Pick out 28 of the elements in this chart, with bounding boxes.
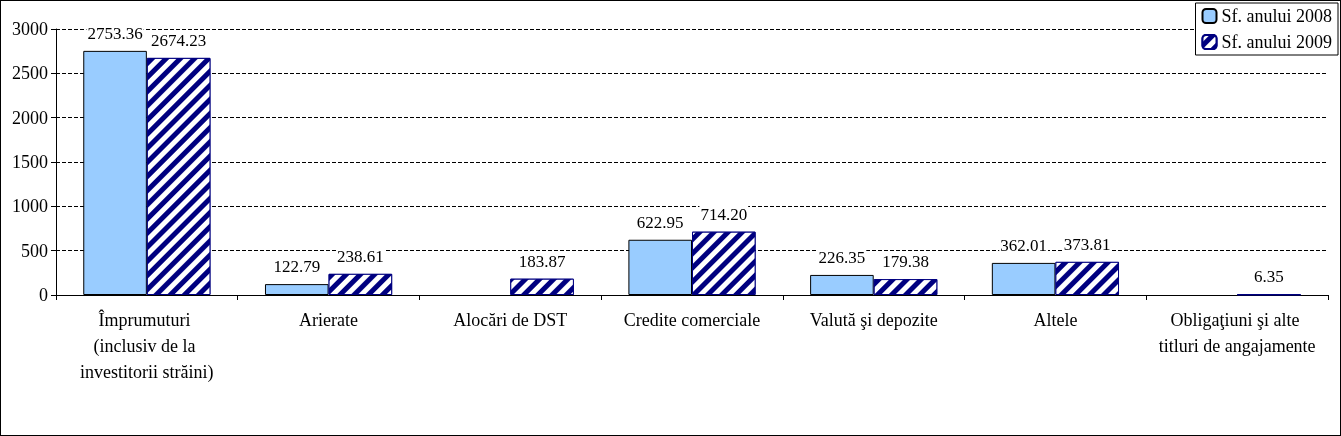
- data-label: 6.35: [1254, 267, 1284, 287]
- x-tick-label: Împrumuturi (inclusiv de la investitorii străini): [80, 309, 214, 383]
- legend-label: Sf. anului 2008: [1221, 6, 1332, 26]
- data-label: 226.35: [818, 247, 866, 267]
- x-tick-label: Credite comerciale: [623, 310, 761, 330]
- data-label: 122.79: [273, 257, 321, 277]
- data-label: 362.01: [1000, 235, 1047, 255]
- x-tick-label: Altele: [1033, 310, 1078, 330]
- data-label: 183.87: [518, 251, 566, 271]
- y-tick-label: 2500: [12, 63, 48, 84]
- legend-label: Sf. anului 2009: [1221, 32, 1332, 52]
- data-label: 2674.23: [151, 30, 207, 50]
- data-label: 238.61: [337, 246, 384, 266]
- data-label: 179.38: [882, 252, 929, 272]
- y-tick-label: 0: [39, 285, 48, 305]
- data-label: 2753.36: [87, 23, 143, 43]
- x-tick-label: Arierate: [299, 310, 359, 330]
- x-tick-label: Alocări de DST: [453, 310, 568, 330]
- data-label: 714.20: [700, 204, 748, 224]
- data-label: 622.95: [636, 212, 684, 232]
- y-tick-label: 3000: [12, 19, 48, 39]
- y-tick-label: 2000: [12, 107, 48, 128]
- x-tick-label: Valută şi depozite: [809, 310, 938, 330]
- x-tick-label: Obligaţiuni şi alte titluri de angajamente: [1158, 310, 1316, 356]
- y-tick-label: 500: [21, 240, 48, 261]
- y-tick-label: 1000: [12, 196, 48, 217]
- y-tick-label: 1500: [12, 152, 48, 172]
- data-label: 373.81: [1063, 234, 1111, 254]
